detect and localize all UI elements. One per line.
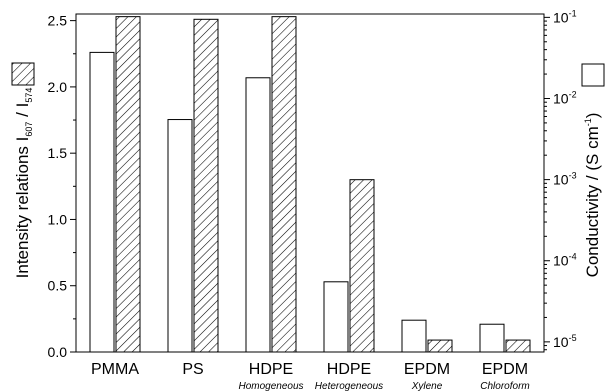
category-label: EPDM [404, 361, 450, 378]
right-tick-label: 10-4 [553, 252, 577, 269]
category-sublabel: Heterogeneous [315, 381, 383, 392]
bar-conductivity [89, 51, 115, 353]
plot-frame [75, 13, 545, 353]
right-axis-label: Conductivity / (S cm-1) [583, 113, 602, 278]
bar-intensity [427, 339, 453, 353]
right-tick-label: 10-3 [553, 171, 577, 188]
left-tick-label: 1.0 [48, 211, 68, 227]
right-tick-label: 10-5 [553, 333, 577, 350]
bar-intensity [115, 16, 141, 353]
bar-intensity [193, 18, 219, 353]
category-sublabel: Xylene [411, 381, 443, 392]
left-tick-label: 1.5 [48, 145, 68, 161]
left-tick-label: 0.5 [48, 278, 68, 294]
right-tick-label: 10-1 [553, 8, 577, 25]
left-tick-label: 2.0 [48, 79, 68, 95]
bar-conductivity [167, 119, 193, 353]
left-tick-label: 0.0 [48, 344, 68, 360]
left-tick-label: 2.5 [48, 13, 68, 29]
bar-intensity [349, 179, 375, 353]
bar-intensity [271, 16, 297, 353]
category-label: PMMA [91, 361, 139, 378]
right-tick-label: 10-2 [553, 89, 577, 106]
bar-conductivity [479, 323, 505, 353]
category-label: HDPE [327, 361, 371, 378]
plot-area: PMMA PS HDPE Homogeneous HDPE Heterogeneous EP… [11, 8, 605, 392]
category-sublabel: Chloroform [480, 381, 529, 392]
left-axis-label: Intensity relations I607 / I574 [13, 88, 34, 279]
legend-hatched-swatch [11, 62, 35, 86]
bar-intensity [505, 339, 531, 353]
category-sublabel: Homogeneous [238, 381, 303, 392]
bar-conductivity [401, 319, 427, 353]
bar-conductivity [245, 77, 271, 353]
category-label: EPDM [482, 361, 528, 378]
category-label: PS [182, 361, 203, 378]
category-label: HDPE [249, 361, 293, 378]
legend-open-swatch [581, 63, 605, 87]
bar-conductivity [323, 281, 349, 353]
